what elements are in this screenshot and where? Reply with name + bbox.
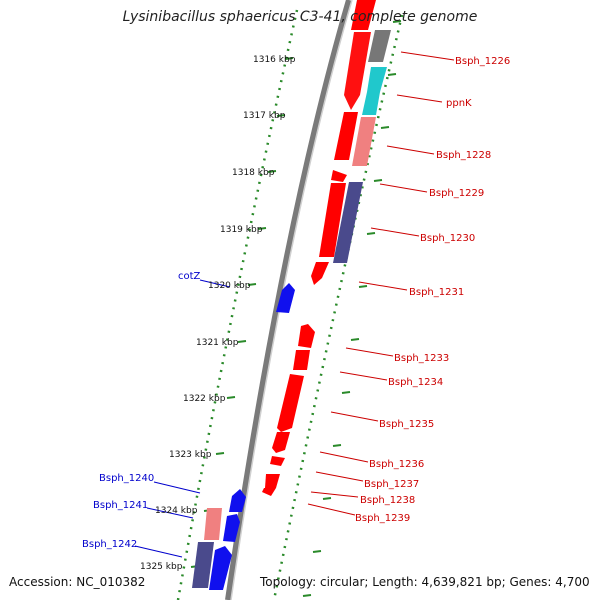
- label-leader-lines: [134, 51, 455, 558]
- gene-bsph-1228-pink[interactable]: [352, 117, 376, 166]
- gene-bsph-1234-red[interactable]: [293, 350, 310, 370]
- ruler-tick: [380, 126, 390, 129]
- gene-bsph-1229-red[interactable]: [331, 170, 347, 182]
- gene-bsph-1242-blue[interactable]: [209, 546, 232, 590]
- gene-ppnk-top[interactable]: [371, 62, 387, 67]
- ruler-tick: [312, 550, 322, 553]
- gene-bsph-1230-navy[interactable]: [333, 182, 363, 263]
- ruler-tick: [358, 285, 368, 288]
- right-gene-labels: Bsph_1226 ppnK Bsph_1228 Bsph_1229 Bsph_…: [355, 56, 510, 524]
- ruler-tick: [267, 170, 277, 173]
- genome-summary-text: Topology: circular; Length: 4,639,821 bp…: [260, 575, 590, 589]
- genome-backbone-highlight: [230, 0, 353, 600]
- gene-bsph-1226-gray[interactable]: [368, 30, 391, 62]
- gene-bsph-1240-blue[interactable]: [229, 489, 246, 512]
- ruler-tick: [302, 594, 312, 597]
- ruler-tick: [237, 340, 247, 343]
- ruler-label: 1323 kbp: [169, 450, 212, 460]
- gene-bsph-1227-red[interactable]: [334, 112, 358, 160]
- gene-bsph-1226-red[interactable]: [344, 32, 371, 110]
- ruler-tick: [276, 114, 286, 117]
- ruler-label: 1319 kbp: [220, 225, 263, 235]
- gene-label[interactable]: Bsph_1236: [369, 459, 424, 470]
- ruler-tick: [373, 179, 383, 182]
- gene-cotz[interactable]: [276, 283, 295, 313]
- gene-bsph-1237-red[interactable]: [270, 456, 285, 466]
- gene-bsph-1239-red[interactable]: [262, 488, 276, 496]
- gene-bsph-1225-red[interactable]: [351, 0, 376, 30]
- page-title: Lysinibacillus sphaericus C3-41, complet…: [122, 9, 478, 25]
- ruler-label: 1317 kbp: [243, 111, 286, 121]
- gene-bsph-1233-red[interactable]: [298, 324, 315, 348]
- gene-bsph-1238-red[interactable]: [265, 474, 280, 488]
- accession-text: Accession: NC_010382: [9, 575, 146, 589]
- ruler-tick: [366, 232, 376, 235]
- ruler-tick: [284, 57, 294, 60]
- gene-label[interactable]: Bsph_1240: [99, 473, 154, 484]
- gene-bsph-1241-blue[interactable]: [223, 514, 240, 542]
- gene-bsph-1241-pink[interactable]: [204, 508, 222, 540]
- gene-label[interactable]: Bsph_1231: [409, 287, 464, 298]
- gene-bsph-1242-navy[interactable]: [192, 542, 214, 588]
- gene-label[interactable]: Bsph_1235: [379, 419, 434, 430]
- gene-features: [192, 0, 391, 590]
- gene-label[interactable]: Bsph_1234: [388, 377, 443, 388]
- ruler-labels: 1316 kbp 1317 kbp 1318 kbp 1319 kbp 1320…: [140, 55, 296, 572]
- gene-bsph-1230-red[interactable]: [319, 183, 346, 257]
- gene-label[interactable]: Bsph_1230: [420, 233, 475, 244]
- ruler-tick: [350, 338, 360, 341]
- ruler-label: 1322 kbp: [183, 394, 226, 404]
- gene-label[interactable]: Bsph_1229: [429, 188, 484, 199]
- ruler-label: 1321 kbp: [196, 338, 239, 348]
- gene-label[interactable]: ppnK: [446, 98, 472, 109]
- ruler-label: 1318 kbp: [232, 168, 275, 178]
- ruler-tick: [392, 20, 402, 23]
- gene-bsph-1235-red[interactable]: [277, 374, 304, 432]
- gene-label[interactable]: Bsph_1241: [93, 500, 148, 511]
- gene-bsph-1236-red[interactable]: [272, 432, 290, 453]
- gene-label[interactable]: cotZ: [178, 271, 201, 282]
- ruler-label: 1325 kbp: [140, 562, 183, 572]
- ruler-label: 1324 kbp: [155, 506, 198, 516]
- gene-label[interactable]: Bsph_1233: [394, 353, 449, 364]
- gene-label[interactable]: Bsph_1226: [455, 56, 510, 67]
- ruler-tick: [215, 452, 225, 455]
- ruler-tick: [257, 227, 267, 230]
- gene-label[interactable]: Bsph_1228: [436, 150, 491, 161]
- ruler-label: 1316 kbp: [253, 55, 296, 65]
- ruler-tick: [247, 283, 257, 286]
- left-gene-labels: cotZ Bsph_1240 Bsph_1241 Bsph_1242: [82, 271, 201, 550]
- gene-bsph-1231-red[interactable]: [311, 262, 329, 285]
- ruler-tick: [387, 73, 397, 76]
- ruler-tick: [322, 497, 332, 500]
- ruler-tick: [226, 396, 236, 399]
- gene-label[interactable]: Bsph_1242: [82, 539, 137, 550]
- ruler-label: 1320 kbp: [208, 281, 251, 291]
- right-ruler-line: [272, 14, 404, 600]
- gene-label[interactable]: Bsph_1239: [355, 513, 410, 524]
- ruler-tick: [341, 391, 351, 394]
- ruler-tick: [332, 444, 342, 447]
- gene-label[interactable]: Bsph_1238: [360, 495, 415, 506]
- gene-ppnk[interactable]: [362, 67, 387, 115]
- gene-label[interactable]: Bsph_1237: [364, 479, 419, 490]
- right-ruler-ticks: [302, 20, 402, 597]
